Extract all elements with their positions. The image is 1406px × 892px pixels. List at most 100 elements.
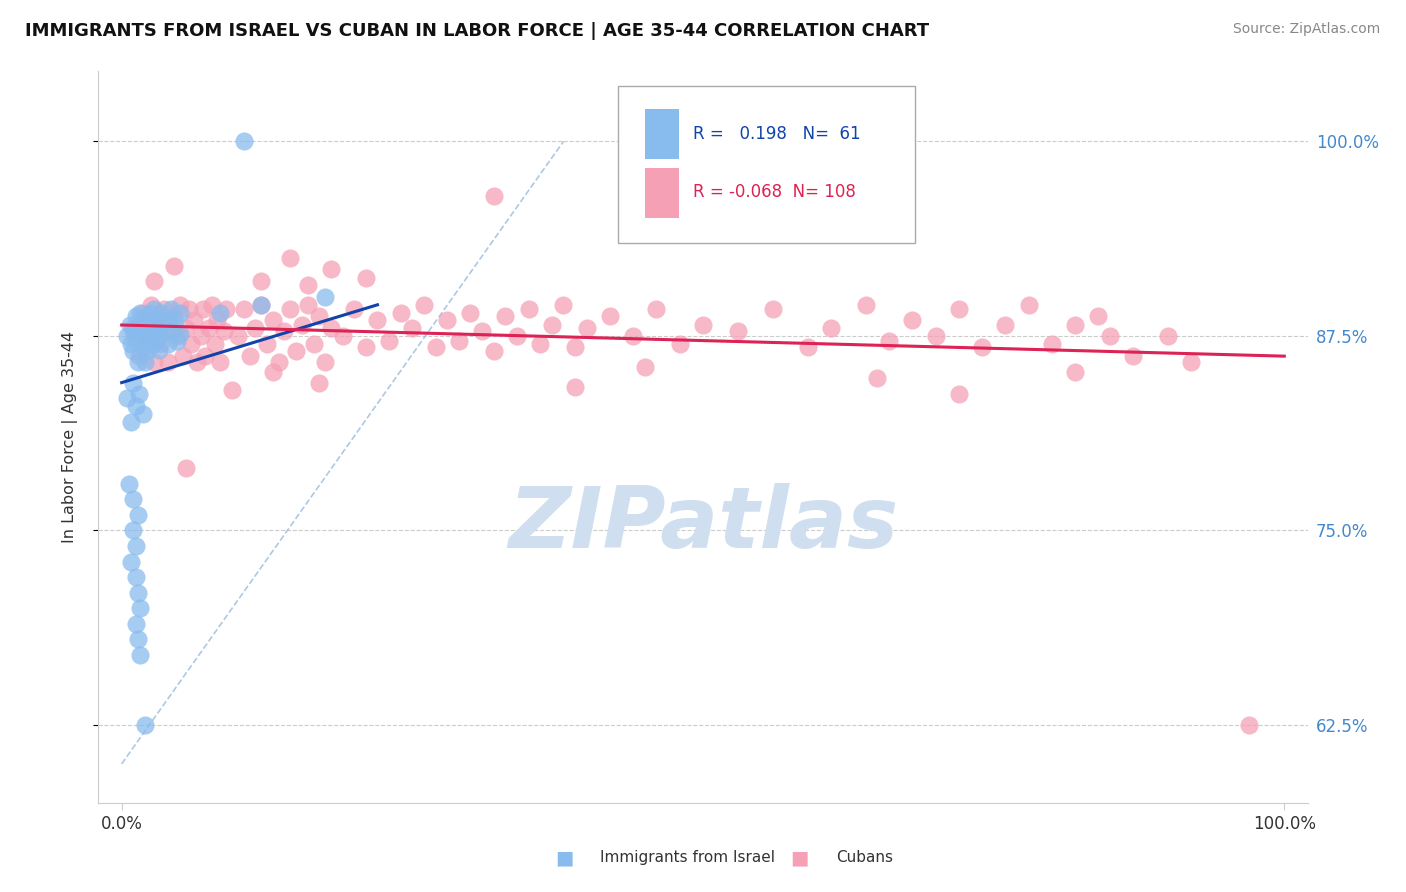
Point xyxy=(191,302,214,317)
Point xyxy=(143,302,166,317)
Point xyxy=(122,344,145,359)
Point xyxy=(209,305,232,319)
Point xyxy=(127,585,149,599)
Point xyxy=(143,355,166,369)
Point xyxy=(148,321,170,335)
Point xyxy=(245,321,267,335)
Point xyxy=(122,324,145,338)
Point xyxy=(134,355,156,369)
Point xyxy=(494,309,516,323)
Point xyxy=(436,313,458,327)
Point xyxy=(136,323,159,337)
Point xyxy=(194,349,217,363)
Point xyxy=(152,302,174,317)
Point xyxy=(970,340,993,354)
Point xyxy=(232,135,254,149)
Point xyxy=(250,298,273,312)
Point xyxy=(131,317,153,331)
Point xyxy=(877,334,900,348)
Point xyxy=(285,344,308,359)
Point xyxy=(117,391,139,405)
Point xyxy=(1064,318,1087,332)
Point xyxy=(128,349,150,363)
Point xyxy=(343,302,366,317)
Point xyxy=(692,318,714,332)
Point xyxy=(118,318,141,332)
Point xyxy=(205,313,228,327)
Point xyxy=(143,275,166,289)
Point xyxy=(201,298,224,312)
Point xyxy=(190,329,212,343)
Point xyxy=(482,189,505,203)
Point xyxy=(129,601,152,615)
Point xyxy=(564,340,586,354)
Point xyxy=(124,399,146,413)
Point xyxy=(179,302,201,317)
Point xyxy=(267,355,290,369)
Point xyxy=(136,329,159,343)
Text: ZIPatlas: ZIPatlas xyxy=(508,483,898,566)
Point xyxy=(198,321,221,335)
Point xyxy=(948,302,970,317)
Point xyxy=(599,309,621,323)
Point xyxy=(141,317,163,331)
Point xyxy=(150,305,173,319)
Point xyxy=(297,298,319,312)
Point xyxy=(150,327,173,342)
Point xyxy=(308,376,330,390)
Text: R = -0.068  N= 108: R = -0.068 N= 108 xyxy=(693,183,856,201)
Point xyxy=(250,298,273,312)
Point xyxy=(447,334,470,348)
Point xyxy=(129,648,152,662)
Point xyxy=(273,324,295,338)
Text: Immigrants from Israel: Immigrants from Israel xyxy=(600,850,775,865)
Point xyxy=(297,277,319,292)
Point xyxy=(127,321,149,335)
Point xyxy=(139,298,162,312)
Point xyxy=(162,309,184,323)
Point xyxy=(366,313,388,327)
Point xyxy=(122,524,145,538)
Point xyxy=(308,309,330,323)
FancyBboxPatch shape xyxy=(645,110,679,159)
Point xyxy=(120,336,142,351)
Point xyxy=(256,336,278,351)
Point xyxy=(215,302,238,317)
Point xyxy=(762,302,785,317)
Point xyxy=(389,305,412,319)
Point xyxy=(354,271,377,285)
Point xyxy=(855,298,877,312)
Point xyxy=(157,336,180,351)
Point xyxy=(162,324,184,338)
Point xyxy=(165,313,187,327)
Point xyxy=(141,338,163,352)
Point xyxy=(122,321,145,335)
Point xyxy=(924,329,946,343)
Point xyxy=(302,336,325,351)
Point xyxy=(169,298,191,312)
Point xyxy=(226,329,249,343)
Point xyxy=(221,384,243,398)
Point xyxy=(425,340,447,354)
Point xyxy=(174,321,197,335)
Point xyxy=(948,386,970,401)
Point xyxy=(138,305,160,319)
Point xyxy=(1122,349,1144,363)
Point xyxy=(319,262,342,277)
Point xyxy=(145,334,167,348)
Point xyxy=(820,321,842,335)
Point xyxy=(1040,336,1063,351)
Point xyxy=(621,329,644,343)
Point xyxy=(354,340,377,354)
Point xyxy=(278,251,301,265)
Point xyxy=(250,275,273,289)
Point xyxy=(183,313,205,327)
Point xyxy=(401,321,423,335)
Point xyxy=(529,336,551,351)
Point xyxy=(172,349,194,363)
Point xyxy=(1157,329,1180,343)
Point xyxy=(645,302,668,317)
Point xyxy=(1180,355,1202,369)
Point xyxy=(134,311,156,326)
Point xyxy=(1064,365,1087,379)
